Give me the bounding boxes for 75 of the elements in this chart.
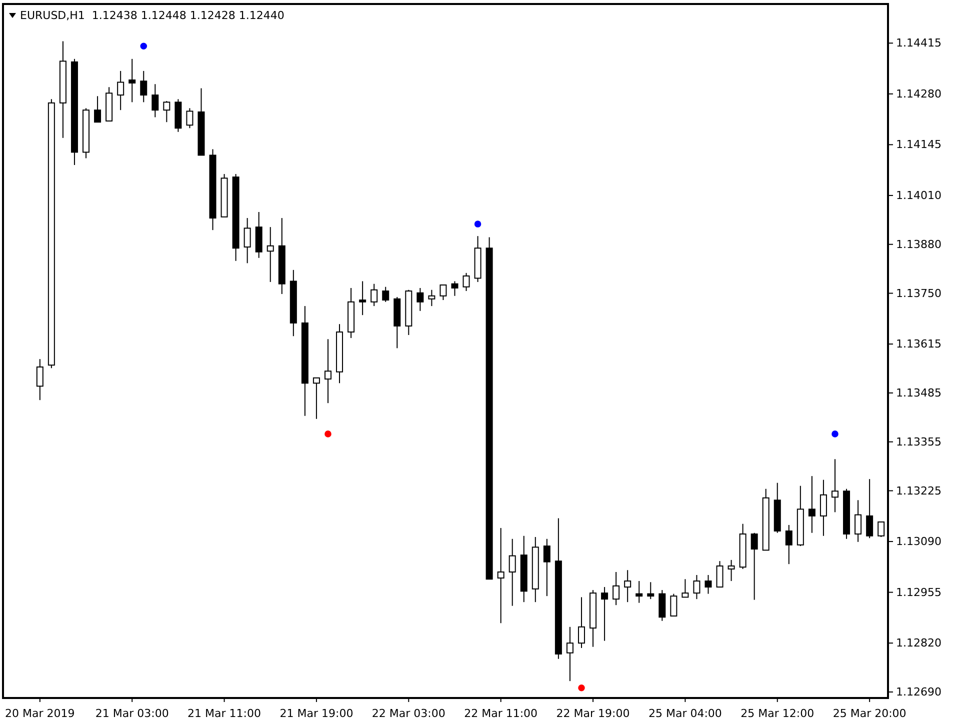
candlestick <box>716 560 724 588</box>
candlestick <box>878 521 885 538</box>
x-tick-label: 21 Mar 03:00 <box>95 707 169 720</box>
candlestick <box>636 580 643 604</box>
candlestick <box>508 538 516 606</box>
y-tick-label: 1.13090 <box>896 535 942 548</box>
candlestick <box>670 593 678 616</box>
y-tick-label: 1.13485 <box>896 386 942 400</box>
point <box>578 684 585 692</box>
candlestick <box>382 286 390 302</box>
text: EURUSD,H1 1.12438 1.12448 1.12428 1.12440 <box>20 9 284 22</box>
point <box>832 430 838 438</box>
y-tick-label: 1.13615 <box>896 338 942 351</box>
candlestick <box>370 283 378 307</box>
candlestick <box>312 377 320 420</box>
y-tick-label: 1.14145 <box>896 138 942 152</box>
candlestick <box>359 280 366 316</box>
y-tick-label: 1.12955 <box>896 586 942 599</box>
candlestick <box>566 626 574 682</box>
candlestick <box>117 70 124 111</box>
y-tick-label: 1.12820 <box>896 636 942 650</box>
candlestick <box>658 590 666 622</box>
y-tick-label: 1.13880 <box>896 238 942 251</box>
candlestick <box>624 570 632 603</box>
candlestick <box>785 524 792 565</box>
candlestick <box>601 586 608 642</box>
candlestick <box>728 559 735 582</box>
candlestick <box>163 100 170 123</box>
y-tick-label: 1.13355 <box>896 435 942 448</box>
y-tick-label: 1.14280 <box>896 87 942 100</box>
candlestick <box>152 84 159 118</box>
x-tick-label: 25 Mar 12:00 <box>740 707 814 720</box>
x-tick-label: 22 Mar 03:00 <box>372 707 446 720</box>
candlestick <box>140 70 148 103</box>
candlestick <box>682 578 689 598</box>
x-tick-label: 25 Mar 04:00 <box>648 707 722 720</box>
candlestick <box>543 538 550 597</box>
candlestick <box>497 527 504 624</box>
candlestick <box>612 571 620 606</box>
y-tick-label: 1.13750 <box>896 286 942 300</box>
candlestick <box>578 596 585 648</box>
candlestick <box>866 478 874 539</box>
candlestick <box>462 272 470 292</box>
candlestick <box>324 338 332 404</box>
y-tick-label: 1.14010 <box>896 188 942 202</box>
candlestick <box>693 574 700 600</box>
y-tick-label: 1.13225 <box>896 484 942 498</box>
x-tick-label: 25 Mar 20:00 <box>832 707 906 720</box>
y-tick-label: 1.14415 <box>896 36 942 50</box>
x-tick-label: 22 Mar 11:00 <box>464 707 538 720</box>
candlestick <box>416 287 424 312</box>
point <box>474 220 482 228</box>
candlestick <box>94 96 102 123</box>
candlestick <box>266 226 274 282</box>
candlestick <box>704 574 712 594</box>
candlestick <box>820 479 827 536</box>
x-tick-label: 22 Mar 19:00 <box>556 707 630 720</box>
x-tick-label: 21 Mar 11:00 <box>188 707 262 720</box>
candlestick <box>647 582 654 600</box>
point <box>324 430 332 438</box>
candlestick <box>831 458 838 513</box>
candlestick <box>451 280 458 296</box>
candlestick <box>244 218 251 264</box>
candlestick <box>128 58 136 103</box>
y-tick-label: 1.12690 <box>896 686 942 698</box>
x-tick-label: 20 Mar 2019 <box>5 707 75 720</box>
candlestick <box>186 108 194 129</box>
candlestick <box>440 284 447 301</box>
candlestick <box>854 500 862 542</box>
candlestick <box>808 476 816 534</box>
point <box>140 42 148 50</box>
candlestick <box>428 289 436 307</box>
candlestick <box>750 532 758 600</box>
x-tick-label: 21 Mar 19:00 <box>280 707 354 720</box>
candlestick <box>36 358 44 401</box>
